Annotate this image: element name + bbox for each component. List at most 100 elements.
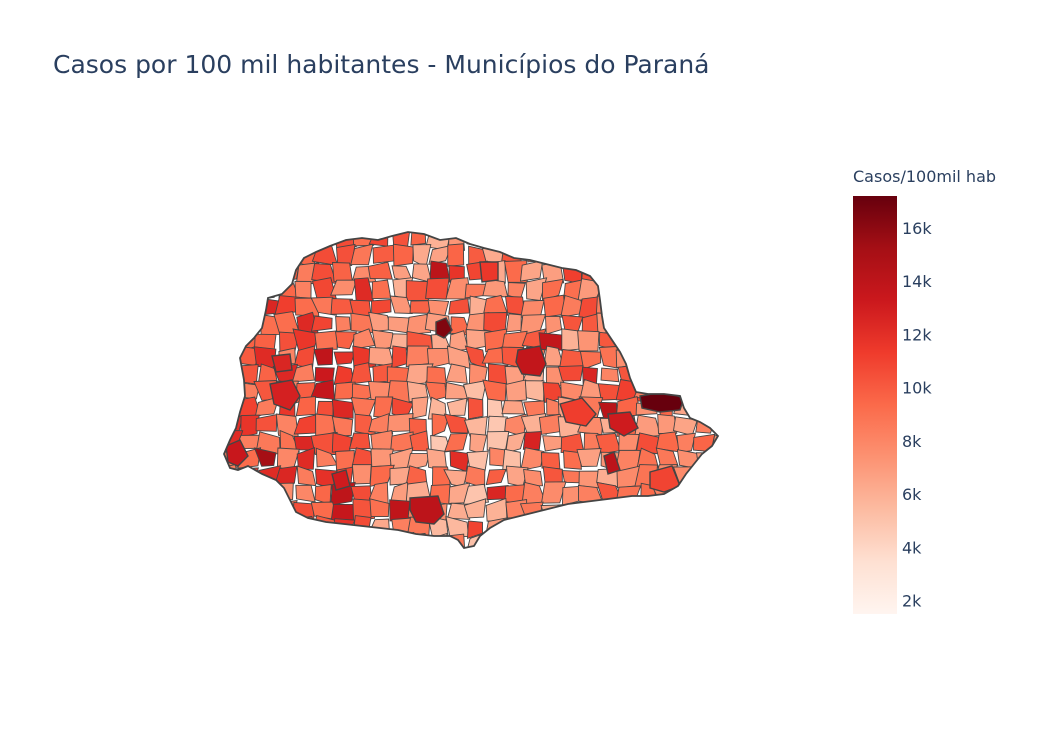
municipality-area[interactable] [424, 381, 447, 402]
municipality-area[interactable] [582, 245, 604, 266]
municipality-area[interactable] [617, 534, 642, 555]
municipality-area[interactable] [294, 228, 317, 248]
municipality-area[interactable] [714, 367, 732, 385]
municipality-area[interactable] [715, 345, 735, 368]
municipality-area[interactable] [713, 231, 734, 248]
municipality-area[interactable] [691, 293, 715, 319]
municipality-area[interactable] [652, 332, 679, 352]
municipality-area[interactable] [331, 415, 354, 437]
municipality-area[interactable] [255, 482, 277, 500]
municipality-area[interactable] [677, 519, 699, 537]
municipality-area[interactable] [692, 501, 715, 520]
municipality-area[interactable] [333, 365, 355, 386]
municipality-area[interactable] [541, 278, 564, 302]
municipality-area[interactable] [634, 516, 658, 540]
municipality-area[interactable] [374, 533, 395, 554]
municipality-area[interactable] [368, 346, 395, 367]
municipality-area[interactable] [217, 464, 240, 489]
municipality-area[interactable] [714, 534, 733, 555]
municipality-area[interactable] [521, 532, 544, 555]
municipality-area[interactable] [652, 228, 680, 251]
municipality-area[interactable] [370, 429, 395, 452]
municipality-area[interactable] [695, 452, 714, 467]
municipality-area[interactable] [595, 535, 624, 551]
municipality-area[interactable] [634, 414, 662, 438]
municipality-area[interactable] [633, 264, 657, 281]
municipality-area[interactable] [691, 379, 716, 402]
municipality-area[interactable] [714, 328, 730, 353]
municipality-area[interactable] [655, 447, 679, 467]
municipality-area-highlight[interactable] [559, 397, 597, 427]
municipality-area[interactable] [291, 363, 315, 383]
municipality-area[interactable] [673, 328, 698, 353]
municipality-area[interactable] [615, 514, 641, 539]
municipality-area[interactable] [600, 244, 618, 267]
municipality-area[interactable] [674, 312, 698, 335]
municipality-area[interactable] [295, 396, 316, 417]
municipality-area[interactable] [673, 537, 695, 552]
municipality-area[interactable] [485, 468, 507, 486]
municipality-area[interactable] [714, 396, 735, 416]
municipality-area[interactable] [257, 243, 281, 266]
municipality-area[interactable] [411, 396, 429, 419]
municipality-area[interactable] [469, 433, 488, 455]
municipality-area[interactable] [595, 263, 622, 283]
municipality-area[interactable] [576, 448, 602, 467]
municipality-area[interactable] [677, 483, 698, 506]
municipality-area[interactable] [314, 483, 332, 506]
municipality-area[interactable] [614, 278, 640, 300]
municipality-area[interactable] [351, 464, 372, 485]
municipality-area[interactable] [639, 312, 659, 334]
municipality-area[interactable] [675, 346, 694, 368]
municipality-area[interactable] [539, 534, 567, 555]
municipality-area[interactable] [310, 315, 333, 332]
municipality-area[interactable] [330, 279, 357, 296]
municipality-area[interactable] [258, 260, 280, 283]
municipality-area[interactable] [596, 312, 624, 334]
municipality-area[interactable] [601, 515, 621, 536]
municipality-area[interactable] [239, 278, 259, 302]
municipality-area[interactable] [315, 413, 335, 438]
municipality-area[interactable] [576, 502, 601, 522]
municipality-area[interactable] [563, 450, 582, 470]
municipality-area[interactable] [502, 229, 528, 248]
municipality-area-highlight[interactable] [435, 317, 453, 339]
municipality-area[interactable] [216, 228, 242, 250]
municipality-area[interactable] [697, 365, 718, 386]
municipality-area[interactable] [372, 244, 395, 264]
municipality-area[interactable] [350, 243, 374, 266]
municipality-area-highlight[interactable] [271, 353, 293, 373]
municipality-area[interactable] [482, 294, 509, 317]
municipality-area[interactable] [331, 399, 354, 419]
municipality-area[interactable] [310, 296, 337, 316]
municipality-area[interactable] [311, 533, 335, 555]
municipality-area[interactable] [557, 365, 584, 382]
municipality-area[interactable] [633, 299, 661, 315]
municipality-area-highlight[interactable] [603, 451, 621, 475]
municipality-area[interactable] [295, 536, 318, 551]
municipality-area[interactable] [690, 465, 715, 487]
municipality-area-highlight[interactable] [225, 439, 249, 467]
municipality-area[interactable] [617, 329, 642, 350]
municipality-area[interactable] [654, 247, 678, 263]
municipality-area[interactable] [711, 412, 732, 435]
municipality-area[interactable] [502, 520, 525, 538]
municipality-area[interactable] [445, 363, 468, 384]
municipality-area[interactable] [576, 534, 601, 553]
municipality-area[interactable] [693, 517, 713, 537]
municipality-area[interactable] [258, 230, 282, 249]
municipality-area[interactable] [505, 313, 522, 333]
municipality-area[interactable] [656, 518, 675, 538]
municipality-area[interactable] [693, 313, 718, 335]
municipality-area[interactable] [275, 482, 294, 501]
municipality-area[interactable] [522, 431, 542, 450]
municipality-area[interactable] [676, 449, 700, 470]
municipality-area[interactable] [579, 350, 602, 370]
municipality-area[interactable] [236, 481, 260, 504]
municipality-area[interactable] [561, 228, 583, 248]
municipality-area[interactable] [713, 299, 733, 315]
municipality-area[interactable] [217, 350, 238, 369]
municipality-area[interactable] [240, 228, 262, 250]
municipality-area[interactable] [691, 262, 717, 281]
municipality-area[interactable] [391, 345, 408, 369]
